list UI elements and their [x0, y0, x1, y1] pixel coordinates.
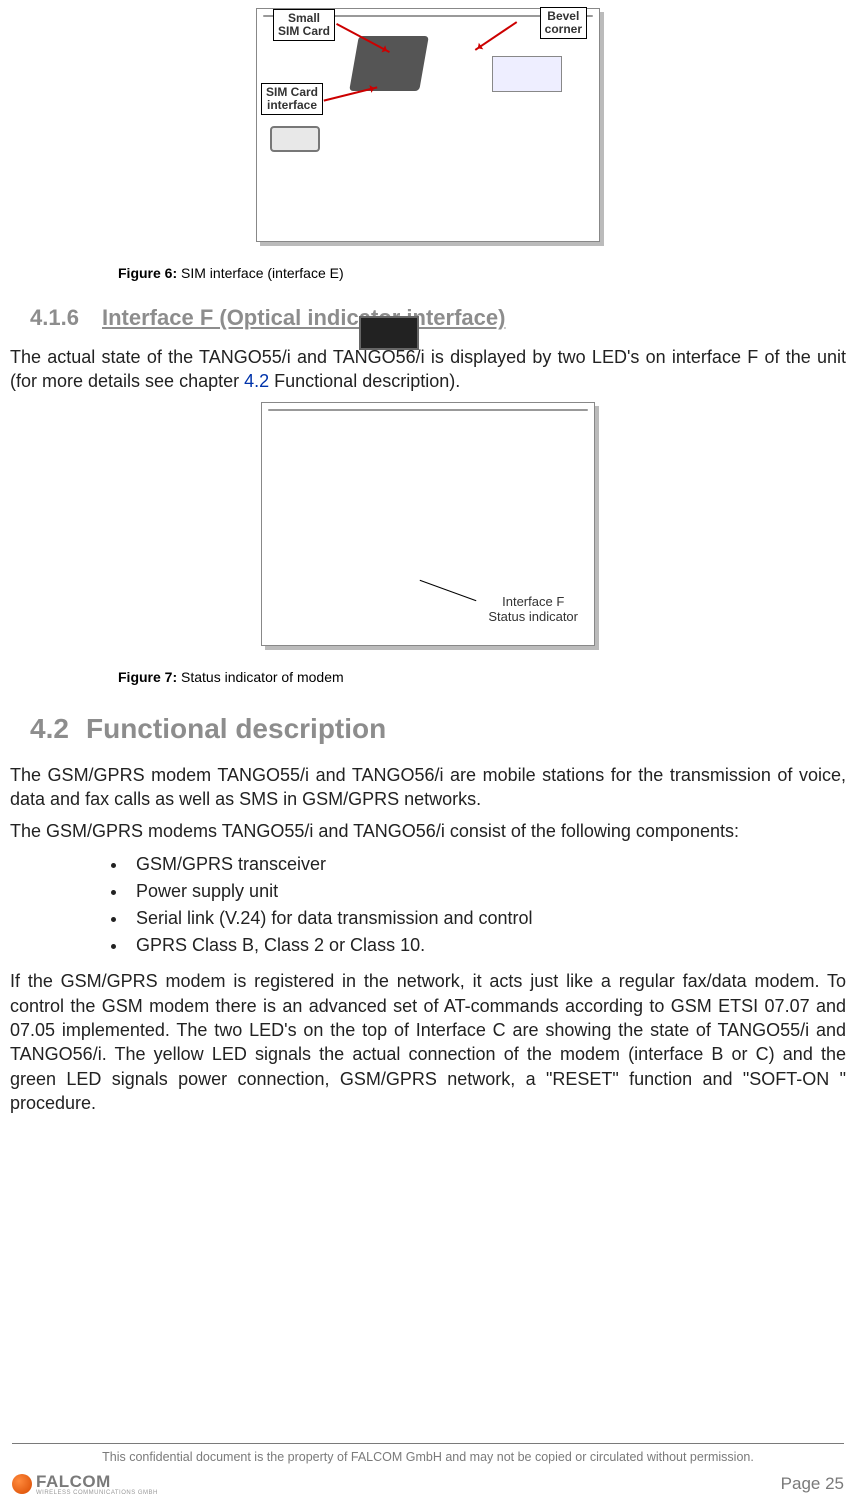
annotation-text: Status indicator [488, 610, 578, 625]
page-content: SmallSIM Card Bevelcorner SIM Cardinterf… [8, 8, 848, 1243]
component-list: GSM/GPRS transceiver Power supply unit S… [128, 851, 848, 959]
list-item: Power supply unit [128, 878, 848, 905]
figure-7: Interface F Status indicator [8, 402, 848, 651]
heading-4-2: 4.2Functional description [30, 713, 848, 745]
annotation-interface-f: Interface F Status indicator [488, 595, 578, 625]
annotation-text: Bevelcorner [545, 9, 582, 36]
figure-7-caption: Figure 7: Status indicator of modem [118, 669, 848, 685]
caption-text: Status indicator of modem [177, 669, 344, 685]
annotation-text: SmallSIM Card [278, 11, 330, 38]
footer-divider [12, 1443, 844, 1444]
annotation-text: Interface F [488, 595, 578, 610]
list-item: Serial link (V.24) for data transmission… [128, 905, 848, 932]
annotation-bevel: Bevelcorner [540, 7, 587, 39]
footer-logo: FALCOM WIRELESS COMMUNICATIONS GMBH [12, 1472, 158, 1496]
paragraph-4-2-c: If the GSM/GPRS modem is registered in t… [8, 969, 848, 1115]
caption-label: Figure 7: [118, 669, 177, 685]
rj-port-shape [359, 316, 419, 350]
paragraph-4-1-6: The actual state of the TANGO55/i and TA… [8, 345, 848, 394]
heading-title: Functional description [86, 713, 386, 744]
serial-port-shape [270, 126, 320, 152]
page-number: Page 25 [781, 1474, 844, 1494]
display-window-shape [492, 56, 562, 92]
caption-label: Figure 6: [118, 265, 177, 281]
logo-globe-icon [12, 1474, 32, 1494]
caption-text: SIM interface (interface E) [177, 265, 344, 281]
figure-6: SmallSIM Card Bevelcorner SIM Cardinterf… [8, 8, 848, 247]
heading-4-1-6: 4.1.6Interface F (Optical indicator inte… [30, 305, 848, 331]
list-item: GPRS Class B, Class 2 or Class 10. [128, 932, 848, 959]
figure-7-box: Interface F Status indicator [261, 402, 595, 646]
heading-number: 4.1.6 [30, 305, 102, 331]
logo-subtitle: WIRELESS COMMUNICATIONS GMBH [36, 1490, 158, 1496]
heading-title: Interface F (Optical indicator interface… [102, 305, 505, 330]
text-run: Functional description). [269, 371, 460, 391]
logo-text: FALCOM [36, 1472, 158, 1492]
figure-6-box: SmallSIM Card Bevelcorner SIM Cardinterf… [256, 8, 600, 242]
sim-slot-shape [349, 36, 429, 91]
page-footer: This confidential document is the proper… [0, 1443, 856, 1506]
annotation-text: SIM Cardinterface [266, 85, 318, 112]
arrow-icon [475, 21, 518, 51]
paragraph-4-2-b: The GSM/GPRS modems TANGO55/i and TANGO5… [8, 819, 848, 843]
figure-6-caption: Figure 6: SIM interface (interface E) [118, 265, 848, 281]
paragraph-4-2-a: The GSM/GPRS modem TANGO55/i and TANGO56… [8, 763, 848, 812]
annotation-small-sim: SmallSIM Card [273, 9, 335, 41]
footer-disclaimer: This confidential document is the proper… [12, 1450, 844, 1464]
cross-reference-link[interactable]: 4.2 [244, 371, 269, 391]
heading-number: 4.2 [30, 713, 86, 745]
annotation-sim-interface: SIM Cardinterface [261, 83, 323, 115]
device-illustration [268, 409, 588, 411]
list-item: GSM/GPRS transceiver [128, 851, 848, 878]
annotation-line [420, 579, 477, 600]
